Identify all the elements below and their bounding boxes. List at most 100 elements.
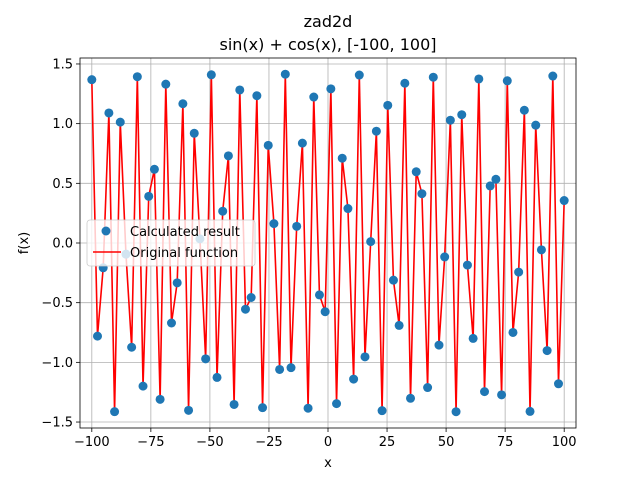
data-point — [383, 100, 393, 110]
x-axis-ticks: −100 −75 −50 −25 0 25 50 75 100 — [74, 428, 577, 450]
data-point — [223, 151, 233, 161]
data-point — [155, 394, 165, 404]
x-tick-label: 50 — [438, 435, 455, 450]
data-point — [332, 399, 342, 409]
data-point — [115, 117, 125, 127]
data-point — [497, 390, 507, 400]
data-point — [445, 115, 455, 125]
x-tick-label: 75 — [497, 435, 514, 450]
data-point — [400, 78, 410, 88]
data-point — [252, 91, 262, 101]
data-point — [485, 181, 495, 191]
data-point — [434, 340, 444, 350]
data-point — [423, 383, 433, 393]
data-point — [218, 206, 228, 216]
data-point — [93, 331, 102, 341]
data-point — [104, 108, 114, 118]
data-point — [480, 387, 490, 397]
data-point — [559, 196, 569, 206]
data-point — [406, 393, 416, 403]
y-axis-label: f(x) — [17, 232, 32, 254]
legend-marker-calculated-result — [101, 226, 111, 236]
data-point — [206, 70, 216, 80]
x-axis-label: x — [324, 456, 332, 471]
data-point — [371, 126, 381, 136]
data-point — [161, 79, 171, 89]
data-point — [428, 72, 438, 82]
data-point — [275, 364, 285, 374]
data-point — [292, 221, 302, 231]
data-point — [320, 307, 330, 317]
data-point — [349, 374, 359, 384]
data-point — [388, 275, 398, 285]
data-point — [166, 318, 176, 328]
data-point — [235, 85, 245, 95]
y-tick-label: 1.5 — [52, 57, 73, 72]
series-original-function — [91, 73, 565, 413]
data-point — [360, 352, 370, 362]
legend-box — [86, 219, 256, 267]
data-point — [297, 138, 307, 148]
data-point — [326, 84, 336, 94]
data-point — [258, 403, 268, 413]
data-point — [189, 128, 199, 138]
data-point — [178, 99, 188, 109]
legend: Calculated result Original function — [86, 219, 256, 267]
x-tick-label: −75 — [137, 435, 164, 450]
data-point — [337, 153, 347, 163]
data-point — [366, 237, 376, 247]
legend-label-original-function: Original function — [130, 246, 238, 261]
data-point — [240, 304, 250, 314]
x-tick-label: 0 — [324, 435, 332, 450]
data-point — [229, 399, 239, 409]
data-point — [554, 379, 563, 389]
data-point — [132, 72, 142, 82]
data-point — [212, 372, 222, 382]
y-tick-label: −0.5 — [41, 296, 73, 311]
data-point — [502, 76, 512, 86]
y-tick-label: 0.0 — [52, 237, 73, 252]
data-point — [144, 191, 154, 201]
data-point — [246, 293, 256, 302]
data-point — [519, 105, 529, 115]
data-point — [411, 167, 421, 177]
data-point — [394, 320, 404, 330]
data-point — [87, 75, 97, 85]
data-point — [286, 363, 296, 373]
data-point — [457, 110, 467, 120]
data-point — [138, 381, 148, 391]
series-calculated-result — [87, 69, 569, 417]
x-tick-label: −100 — [74, 435, 110, 450]
data-point — [314, 290, 324, 300]
x-tick-label: 100 — [552, 435, 577, 450]
y-axis-ticks: −1.5 −1.0 −0.5 0.0 0.5 1.0 1.5 — [41, 57, 80, 431]
data-point — [417, 189, 427, 199]
data-point — [468, 333, 478, 343]
x-tick-label: −25 — [255, 435, 282, 450]
data-point — [309, 92, 319, 102]
y-tick-label: −1.0 — [41, 356, 73, 371]
chart-title-line-1: zad2d — [304, 12, 353, 31]
data-point — [531, 120, 541, 130]
data-point — [377, 406, 387, 416]
data-point — [127, 342, 137, 352]
data-point — [354, 70, 364, 80]
data-point — [269, 219, 279, 229]
data-point — [149, 164, 159, 174]
data-point — [508, 327, 518, 337]
data-point — [184, 405, 194, 415]
x-tick-label: −50 — [196, 435, 223, 450]
data-point — [514, 267, 524, 277]
data-point — [280, 69, 290, 79]
data-point — [303, 403, 313, 413]
data-point — [440, 252, 450, 262]
chart-title-line-2: sin(x) + cos(x), [-100, 100] — [219, 35, 436, 54]
data-point — [542, 346, 552, 356]
original-function-line — [91, 73, 565, 413]
data-point — [110, 407, 120, 417]
data-point — [462, 260, 472, 270]
data-point — [263, 140, 273, 150]
y-tick-label: 1.0 — [52, 117, 73, 132]
